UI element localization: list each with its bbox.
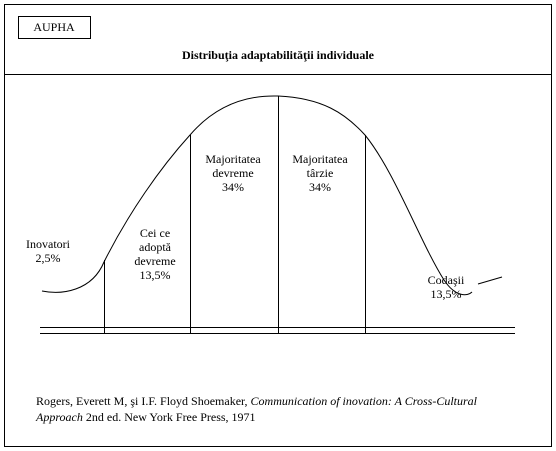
label-line: Majoritatea bbox=[205, 152, 261, 166]
segment-label: Majoritatea târzie 34% bbox=[292, 152, 348, 194]
badge: AUPHA bbox=[33, 20, 75, 34]
segment-label: Cei ce adoptă devreme 13,5% bbox=[134, 226, 175, 282]
segment-label: Codaşii 13,5% bbox=[428, 273, 465, 301]
adoption-curve bbox=[41, 95, 473, 296]
label-line: 34% bbox=[309, 180, 331, 194]
badge-box bbox=[18, 16, 91, 39]
citation-part: Communication of inovation: A Cross-Cult… bbox=[36, 394, 478, 424]
label-line: 34% bbox=[222, 180, 244, 194]
curve-tail bbox=[477, 276, 503, 285]
label-line: Inovatori bbox=[26, 237, 71, 251]
segment-label: Inovatori 2,5% bbox=[26, 237, 71, 265]
label-line: 2,5% bbox=[36, 251, 61, 265]
label-line: devreme bbox=[212, 166, 253, 180]
label-line: adoptă bbox=[139, 240, 172, 254]
label-line: devreme bbox=[134, 254, 175, 268]
citation-part: Rogers, Everett M, şi I.F. Floyd Shoemak… bbox=[36, 394, 251, 408]
citation: Rogers, Everett M, şi I.F. Floyd Shoemak… bbox=[36, 393, 506, 425]
label-line: Cei ce bbox=[140, 226, 170, 240]
title: Distribuţia adaptabilităţii individuale bbox=[182, 48, 375, 62]
segment-label: Majoritatea devreme 34% bbox=[205, 152, 261, 194]
label-line: 13,5% bbox=[431, 287, 462, 301]
citation-part: 2nd ed. New York Free Press, 1971 bbox=[82, 410, 256, 424]
label-line: Codaşii bbox=[428, 273, 465, 287]
label-line: Majoritatea bbox=[292, 152, 348, 166]
label-line: 13,5% bbox=[140, 268, 171, 282]
frame bbox=[4, 4, 552, 447]
label-line: târzie bbox=[307, 166, 334, 180]
